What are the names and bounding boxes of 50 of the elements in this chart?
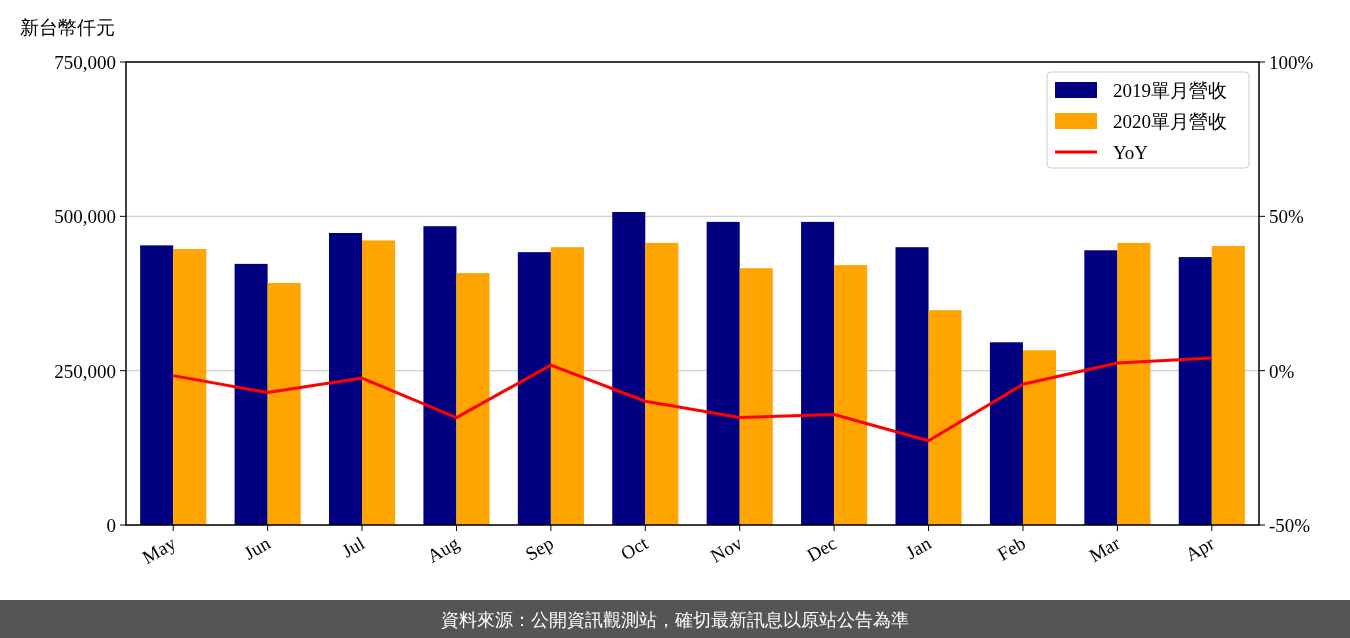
bar [140,245,174,525]
legend-label: YoY [1113,142,1149,163]
x-tick-label: May [138,532,180,568]
x-tick-label: Nov [706,532,747,567]
y2-tick-label: 0% [1269,360,1295,382]
bar [1211,245,1245,525]
x-tick-label: Jan [902,532,935,564]
y2-tick-label: -50% [1269,515,1311,536]
x-tick-label: Mar [1085,531,1124,567]
y2-tick-label: 100% [1269,52,1314,73]
bar [362,240,396,525]
x-tick-label: Feb [993,532,1029,565]
y-tick-label: 250,000 [54,360,116,382]
bar [1178,257,1212,525]
bar [989,342,1023,525]
bar [895,247,929,525]
bar [234,263,268,525]
y-tick-label: 500,000 [54,206,116,228]
bar [423,226,457,525]
bar [645,242,679,525]
bar [834,265,868,525]
x-tick-label: Oct [617,531,652,565]
bar [1022,350,1057,525]
bar [928,310,962,525]
x-tick-label: Sep [521,532,557,565]
source-note: 資料來源：公開資訊觀測站，確切最新訊息以原站公告為準 [441,609,909,630]
bar [1084,250,1118,525]
y-tick-label: 750,000 [54,52,116,73]
bar [267,283,301,525]
legend-label: 2020單月營收 [1113,111,1227,132]
line-series [171,356,1214,443]
bar [456,273,490,525]
y2-tick-label: 50% [1269,206,1304,228]
bar [706,221,740,525]
bar [517,252,551,525]
x-tick-label: Apr [1181,531,1219,566]
bar [173,249,207,525]
legend-label: 2019單月營收 [1113,80,1227,101]
bar [1117,242,1151,525]
x-tick-label: Jun [240,532,275,564]
y-axis-title: 新台幣仟元 [20,17,115,38]
x-tick-label: Jul [338,532,369,562]
bar [550,247,584,525]
bar [612,212,646,525]
x-tick-label: Aug [423,532,463,567]
bar [739,268,773,525]
bar [329,233,363,525]
bar [801,221,835,525]
x-tick-label: Dec [803,532,841,566]
y-tick-label: 0 [106,515,116,536]
